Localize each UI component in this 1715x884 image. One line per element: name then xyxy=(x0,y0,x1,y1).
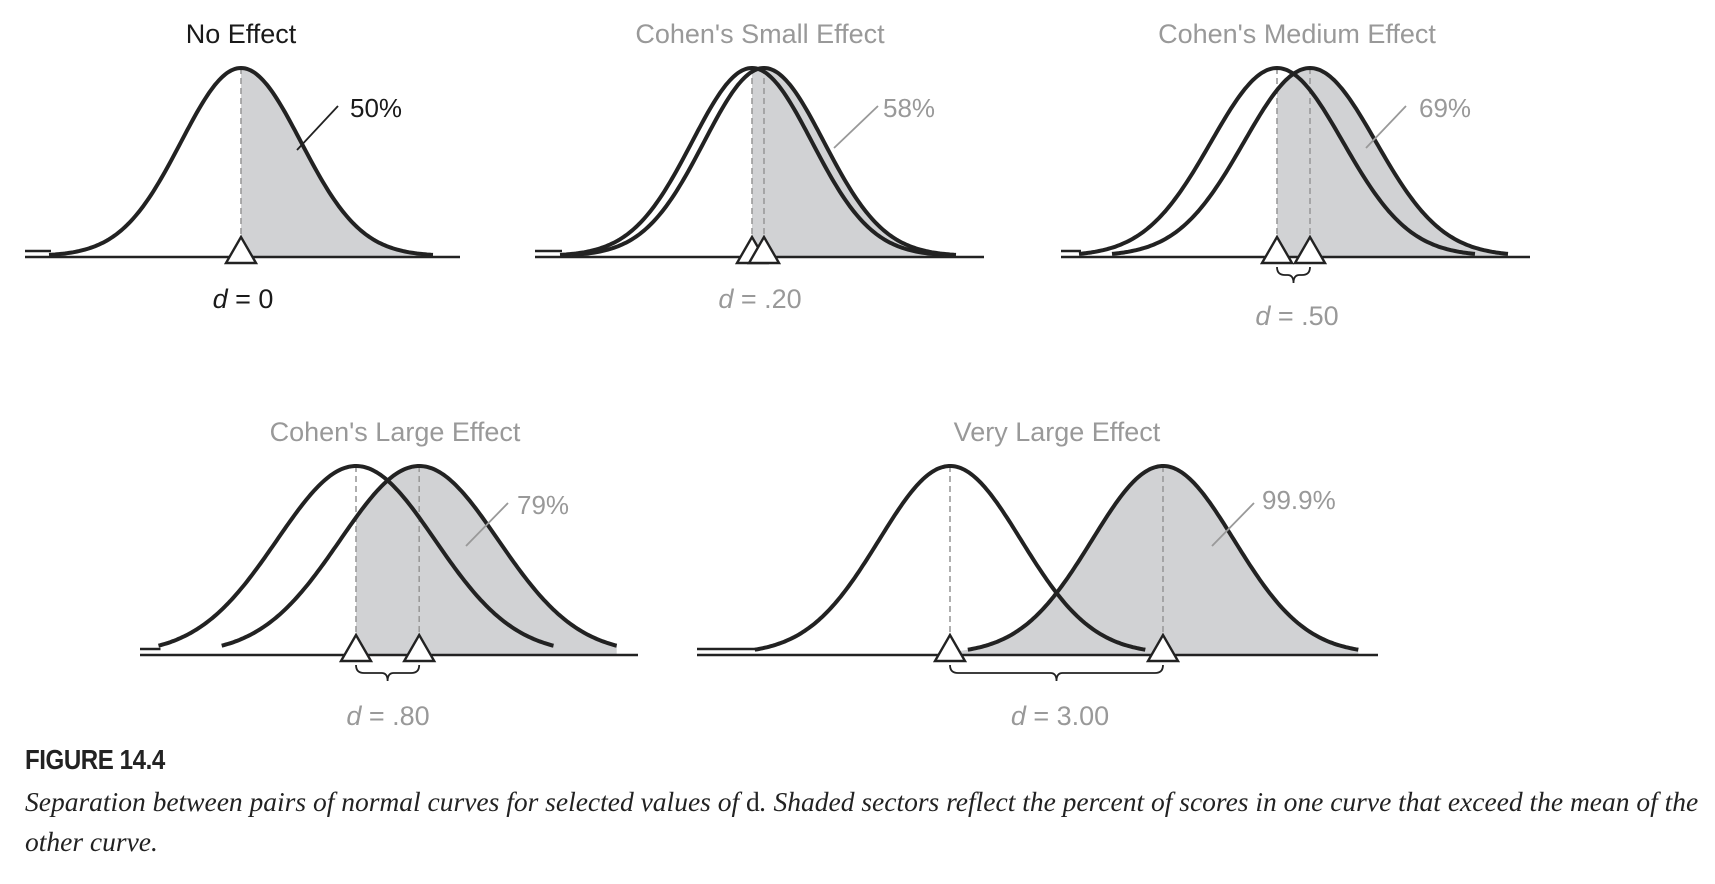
panel-title-large-effect: Cohen's Large Effect xyxy=(270,417,521,447)
mean-triangle-marker xyxy=(932,632,968,663)
d-symbol: d xyxy=(1011,701,1027,731)
d-value-no-effect: 0 xyxy=(258,284,273,314)
percent-label-small-effect: 58% xyxy=(883,93,935,123)
mean-triangle-marker xyxy=(1259,234,1295,265)
normal-curve-treatment xyxy=(967,464,1359,652)
panel-medium-effect: Cohen's Medium Effect 69% d = .50 xyxy=(1061,19,1530,331)
percent-leader-line xyxy=(833,105,879,149)
mean-triangle-marker xyxy=(338,632,374,663)
d-symbol: d xyxy=(718,284,734,314)
caption-text-start: Separation between pairs of normal curve… xyxy=(25,786,746,817)
d-equals: = xyxy=(228,284,259,314)
d-symbol: d xyxy=(1255,301,1271,331)
effect-size-figure: No Effect 50% d = 0 Cohen's Small Effect… xyxy=(25,19,1530,731)
d-equals: = xyxy=(1026,701,1057,731)
d-value-large-effect: .80 xyxy=(392,701,430,731)
d-symbol: d xyxy=(346,701,362,731)
d-label-no-effect: d = 0 xyxy=(213,284,274,314)
panel-title-very-large-effect: Very Large Effect xyxy=(954,417,1161,447)
d-equals: = xyxy=(1270,301,1301,331)
percent-label-large-effect: 79% xyxy=(517,490,569,520)
panel-title-small-effect: Cohen's Small Effect xyxy=(635,19,885,49)
shaded-sector xyxy=(950,466,1359,654)
shaded-sector xyxy=(356,466,617,654)
normal-curve-treatment xyxy=(571,65,957,257)
d-label-small-effect: d = .20 xyxy=(718,284,801,314)
normal-curve-control xyxy=(559,65,945,257)
d-equals: = xyxy=(733,284,764,314)
percent-leader-line xyxy=(296,105,339,151)
normal-curve-control xyxy=(48,65,434,257)
d-label-medium-effect: d = .50 xyxy=(1255,301,1338,331)
mean-triangle-marker xyxy=(223,234,259,265)
panel-no-effect: No Effect 50% d = 0 xyxy=(25,19,460,314)
d-symbol: d xyxy=(213,284,229,314)
percent-leader-line xyxy=(465,502,509,547)
normal-curve-control xyxy=(1078,65,1476,256)
d-value-very-large-effect: 3.00 xyxy=(1057,701,1110,731)
panel-title-medium-effect: Cohen's Medium Effect xyxy=(1158,19,1436,49)
percent-leader-line xyxy=(1211,502,1255,547)
percent-label-no-effect: 50% xyxy=(350,93,402,123)
figure-number: FIGURE 14.4 xyxy=(25,744,165,775)
caption-d-symbol: d xyxy=(746,786,760,817)
percent-label-very-large-effect: 99.9% xyxy=(1262,485,1336,515)
normal-curve-treatment xyxy=(1111,65,1509,256)
mean-triangle-marker xyxy=(1292,234,1328,265)
mean-triangle-marker xyxy=(746,234,782,265)
d-value-medium-effect: .50 xyxy=(1301,301,1339,331)
panel-large-effect: Cohen's Large Effect 79% d = .80 xyxy=(140,417,638,731)
figure-caption-block: FIGURE 14.4 Separation between pairs of … xyxy=(25,744,1705,862)
panel-small-effect: Cohen's Small Effect 58% d = .20 xyxy=(535,19,984,314)
d-brace xyxy=(355,664,421,682)
shaded-sector xyxy=(1277,68,1508,256)
shaded-sector xyxy=(241,68,433,256)
d-equals: = xyxy=(361,701,392,731)
panel-title-no-effect: No Effect xyxy=(186,19,297,49)
panel-very-large-effect: Very Large Effect 99.9% d = 3.00 xyxy=(697,417,1378,731)
shaded-sector xyxy=(752,68,956,256)
mean-triangle-marker xyxy=(1145,632,1181,663)
normal-curve-control xyxy=(158,464,554,648)
percent-label-medium-effect: 69% xyxy=(1419,93,1471,123)
figure-caption: Separation between pairs of normal curve… xyxy=(25,782,1705,862)
mean-triangle-marker xyxy=(402,632,437,663)
d-value-small-effect: .20 xyxy=(764,284,802,314)
normal-curve-control xyxy=(754,464,1146,652)
d-label-large-effect: d = .80 xyxy=(346,701,429,731)
d-label-very-large-effect: d = 3.00 xyxy=(1011,701,1109,731)
d-brace xyxy=(949,664,1164,682)
normal-curve-treatment xyxy=(221,464,618,648)
caption-text-end: . Shaded sectors reflect the percent of … xyxy=(25,786,1699,857)
percent-leader-line xyxy=(1365,105,1407,149)
d-brace xyxy=(1276,266,1311,284)
